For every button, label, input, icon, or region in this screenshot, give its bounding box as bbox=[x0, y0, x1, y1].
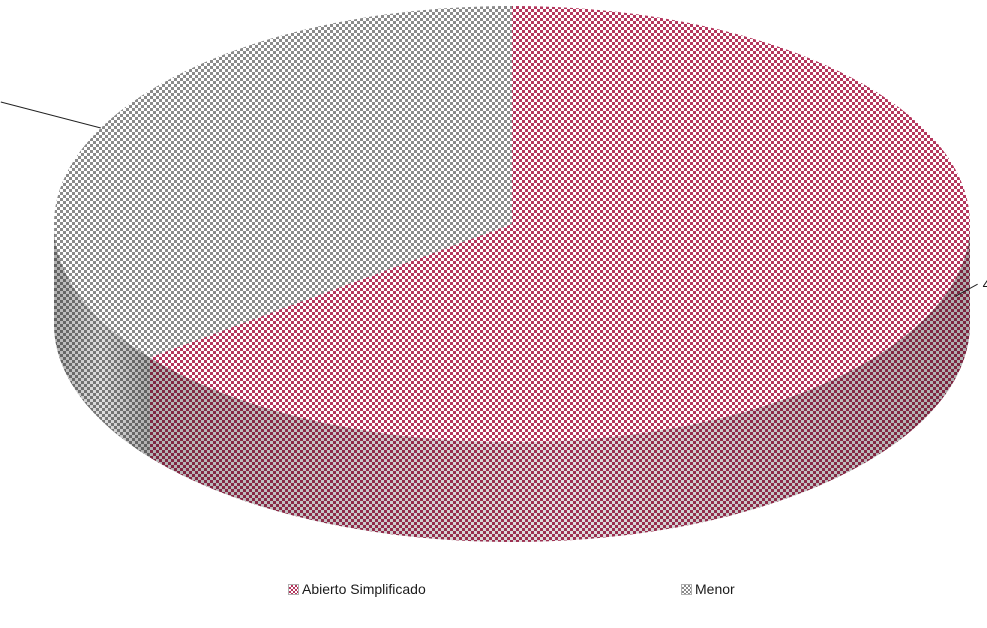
data-label-abierto-simplificado: 40 bbox=[983, 276, 987, 292]
pie-slice-menor bbox=[54, 6, 513, 358]
pie-side-shade-abierto-simplificado bbox=[149, 224, 970, 542]
legend-label-menor: Menor bbox=[695, 581, 735, 597]
legend: Abierto Simplificado Menor bbox=[0, 581, 987, 611]
legend-swatch-abierto bbox=[288, 583, 299, 595]
legend-swatch-menor bbox=[681, 583, 692, 595]
legend-label-abierto: Abierto Simplificado bbox=[302, 581, 426, 597]
leader-line-menor bbox=[0, 101, 101, 129]
legend-item-abierto: Abierto Simplificado bbox=[288, 581, 426, 597]
pie-side-shade-menor bbox=[54, 224, 150, 458]
legend-item-menor: Menor bbox=[681, 581, 735, 597]
pie-slice-abierto-simplificado bbox=[149, 6, 970, 442]
leader-line-abierto-simplificado bbox=[955, 283, 978, 297]
